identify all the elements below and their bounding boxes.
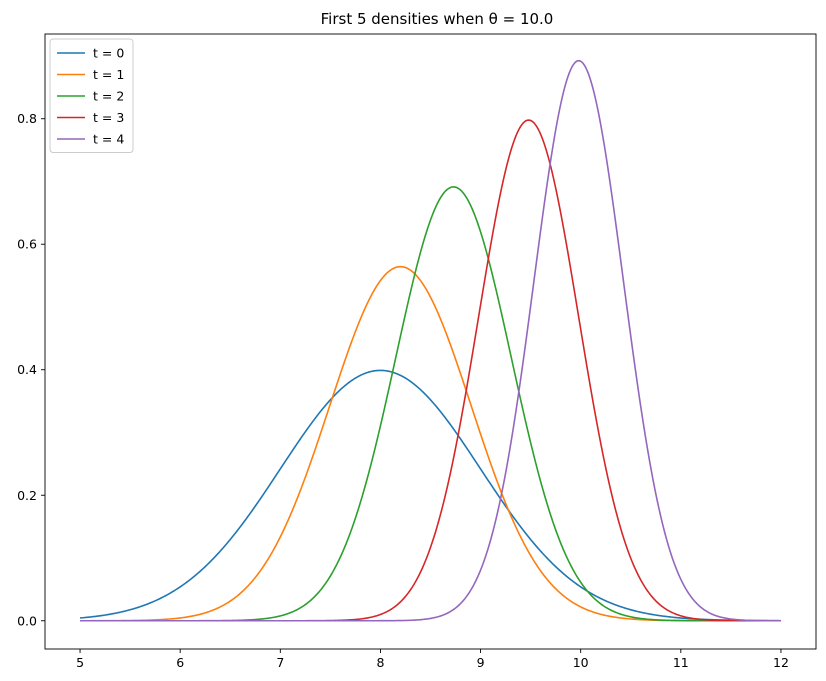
legend-label-t3: t = 3: [93, 110, 124, 125]
x-tick-label: 6: [176, 655, 184, 670]
x-tick-label: 5: [76, 655, 84, 670]
series-line-t0: [79, 369, 781, 622]
legend: t = 0 t = 1 t = 2 t = 3 t = 4: [49, 38, 134, 153]
x-tick-label: 12: [773, 655, 789, 670]
axes-frame: [44, 33, 817, 650]
plot-area: [79, 59, 781, 622]
y-tick-label: 0.4: [17, 362, 37, 377]
x-tick-label: 10: [573, 655, 589, 670]
legend-label-t0: t = 0: [93, 46, 124, 61]
series-line-t4: [80, 59, 781, 622]
legend-label-t1: t = 1: [93, 67, 124, 82]
y-tick-label: 0.0: [17, 613, 37, 628]
x-tick-label: 9: [477, 655, 485, 670]
x-tick-label: 7: [276, 655, 284, 670]
y-tick-label: 0.6: [17, 237, 37, 252]
chart-title: First 5 densities when θ = 10.0: [321, 10, 554, 28]
axes: 5 6 7 8 9 10 11 12 0.0 0.2 0.4 0.6 0.8: [17, 33, 817, 670]
x-tick-label: 8: [376, 655, 384, 670]
legend-label-t4: t = 4: [93, 132, 124, 147]
series-line-t2: [80, 186, 781, 622]
legend-label-t2: t = 2: [93, 89, 124, 104]
y-tick-label: 0.8: [17, 111, 37, 126]
x-tick-label: 11: [673, 655, 689, 670]
series-line-t3: [80, 119, 781, 622]
y-tick-label: 0.2: [17, 488, 37, 503]
legend-box: [49, 38, 134, 153]
